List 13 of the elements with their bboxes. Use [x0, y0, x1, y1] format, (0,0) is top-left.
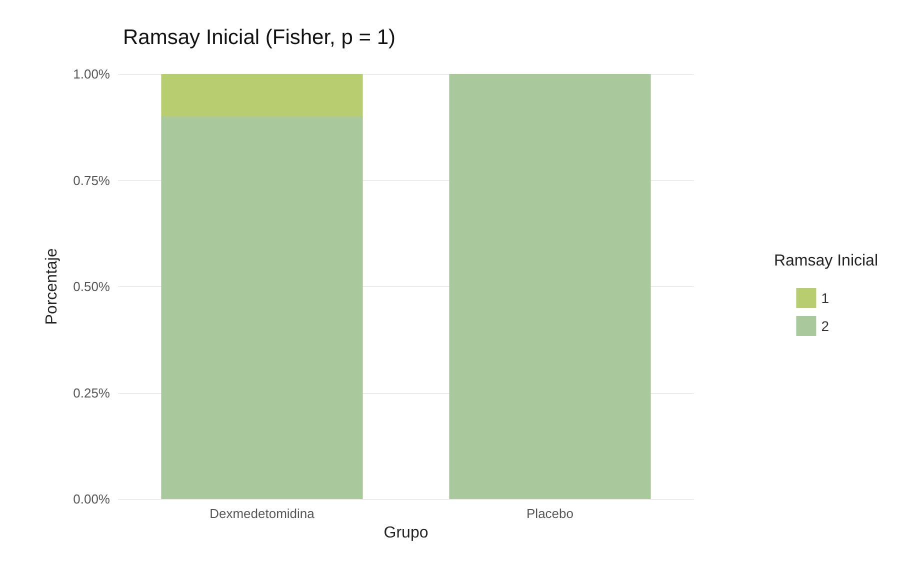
- y-tick-label: 1.00%: [73, 66, 110, 82]
- legend-label: 2: [821, 318, 830, 334]
- x-tick-label: Placebo: [526, 506, 574, 521]
- y-tick-label: 0.25%: [73, 385, 110, 400]
- y-tick-label: 0.75%: [73, 172, 110, 188]
- legend-label: 1: [821, 290, 830, 306]
- y-axis-title: Porcentaje: [44, 248, 60, 325]
- y-tick-label: 0.00%: [73, 492, 110, 506]
- y-tick-label: 0.50%: [73, 279, 110, 294]
- legend-title: Ramsay Inicial: [774, 252, 878, 270]
- x-axis-title: Grupo: [384, 524, 428, 542]
- x-tick-label: Dexmedetomidina: [210, 506, 316, 521]
- chart-title: Ramsay Inicial (Fisher, p = 1): [123, 26, 396, 49]
